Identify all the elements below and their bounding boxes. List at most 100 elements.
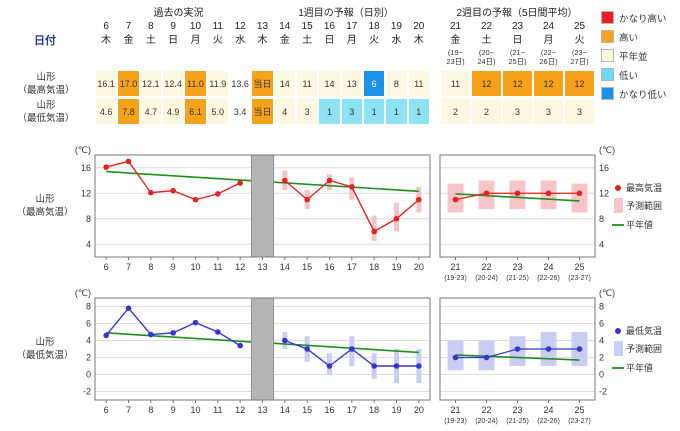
data-point [326,363,333,369]
section-header-week2: 2週目の予報（5日間平均） [456,8,578,19]
x-tick-label: 23 [512,405,522,415]
avg-range-line1: (20~ [478,48,495,57]
x-tick-label: 7 [126,262,131,272]
legend-label: 最低気温 [626,325,662,336]
temp-value-cell: 当日 [251,70,274,97]
day-of-week: 土 [145,35,156,46]
y-tick-label: 12 [599,188,609,198]
x-sub-label: (22-26) [537,275,560,282]
y-tick-label: 8 [86,214,91,224]
data-point [416,196,422,203]
x-tick-label: 8 [148,262,153,272]
data-point [148,189,154,196]
category-legend-item: 低い [601,65,667,84]
date-label: 日付 [34,35,56,47]
x-tick-label: 13 [257,262,267,272]
avg-range-line2: 23日) [446,57,465,66]
x-tick-label: 9 [171,262,176,272]
avg-range-line2: 26日) [539,57,558,66]
chart-row-label-line1: 山形 [35,337,55,348]
min-temp-chart: -2 -20 02 24 46 68 8(℃) (℃)6 7 8 9 10 11 12 13 14 15 16 17… [75,288,662,425]
y-axis-unit-label: (℃) [599,288,615,298]
temp-value-cell: 当日 [251,98,274,125]
data-point [393,363,400,369]
avg-range-line2: 24日) [477,57,496,66]
temp-value-cell: 1 [362,98,386,125]
day-column-header: 18 火 [363,20,385,48]
avg-range-line2: 27日) [570,57,589,66]
x-tick-label: 18 [369,262,379,272]
data-point [514,190,521,197]
day-column-header: 21 金 (19~ 23日) [440,20,471,66]
day-of-week: 金 [450,35,461,46]
data-point [326,177,333,184]
y-axis-unit-label: (℃) [599,145,615,155]
x-tick-label: 22 [481,405,491,415]
day-date: 18 [368,21,380,32]
category-legend-label: 低い [619,70,639,82]
temp-value-cell: 13.6 [228,70,252,97]
x-tick-label: 25 [574,405,584,415]
x-sub-label: (21-25) [506,275,529,282]
data-point [170,330,176,336]
x-tick-label: 17 [347,405,357,415]
x-tick-label: 15 [302,405,312,415]
row-label-line1: 山形 [36,99,56,111]
category-color-swatch [601,11,614,24]
x-tick-label: 14 [280,405,290,415]
day-of-week: 土 [302,35,313,46]
day-column-header: 22 土 (20~ 24日) [471,20,502,66]
data-point [170,187,176,194]
y-tick-label: 12 [81,188,91,198]
x-tick-label: 24 [543,405,553,415]
temp-value-cell: 4.6 [95,98,118,125]
day-column-header: 11 火 [207,20,229,48]
x-tick-label: 13 [257,405,267,415]
temp-value-cell: 6.1 [184,98,207,125]
x-tick-label: 6 [104,405,109,415]
x-tick-label: 21 [450,405,460,415]
y-tick-label: 4 [86,239,91,249]
data-point [192,196,199,203]
y-tick-label: 2 [599,353,604,363]
temp-value-cell: 1 [318,98,341,125]
temp-value-cell: 6 [362,70,386,97]
category-legend-label: かなり低い [619,89,667,101]
data-point [304,196,310,203]
x-tick-label: 12 [235,262,245,272]
day-column-header: 19 水 [385,20,407,48]
category-color-swatch [601,49,614,62]
day-date: 8 [148,21,154,32]
data-point [576,190,583,197]
data-point [371,363,377,369]
main-day-header: 6 木 7 金 8 土 9 日 10 月 11 火 12 水 13 木 14 金 15 土 16 日 17 月 18 火 19 水 20… [95,20,430,48]
y-tick-label: 8 [599,214,604,224]
day-date: 19 [390,21,402,32]
day-column-header: 20 木 [408,20,430,48]
data-point [349,346,355,352]
x-tick-label: 20 [414,262,424,272]
avg-range-line1: (21~ [509,48,526,57]
temp-value-cell: 5.0 [206,98,229,125]
legend-point-swatch [615,328,621,334]
day-date: 20 [413,21,425,32]
x-tick-label: 6 [104,262,109,272]
day-date: 21 [449,21,462,32]
x-sub-label: (19-23) [444,418,467,425]
data-point [545,346,552,352]
data-point [215,191,221,197]
day-of-week: 火 [574,35,585,46]
temp-value-cell: 12 [564,70,595,97]
row-label-line1: 山形 [36,71,56,83]
data-point [416,363,422,369]
day-date: 15 [301,21,313,32]
day-of-week: 月 [346,35,357,46]
day-of-week: 日 [512,35,523,46]
row-label-max-temp: 山形 （最高気温） [0,70,92,97]
category-legend-item: 高い [601,27,667,46]
